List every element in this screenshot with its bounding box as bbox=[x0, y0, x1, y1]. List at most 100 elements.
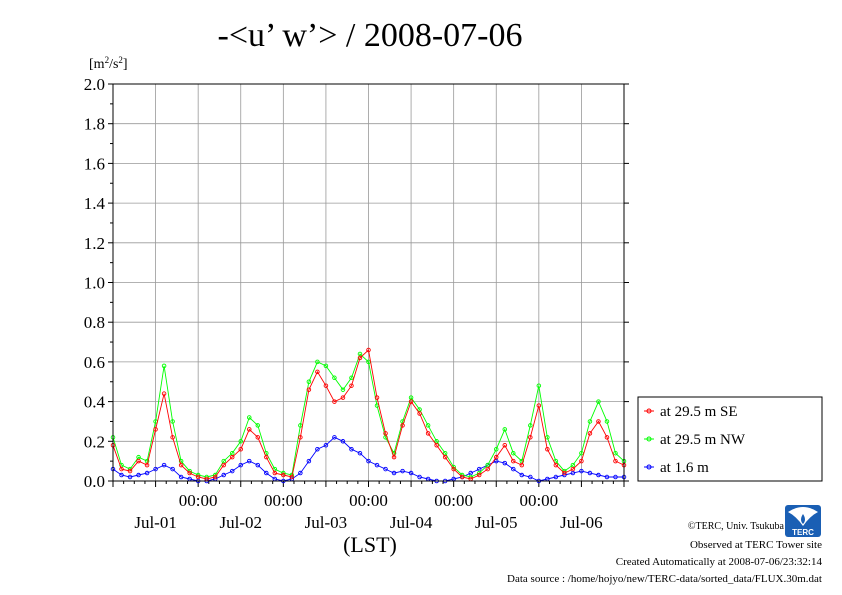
data-point bbox=[374, 395, 380, 400]
data-point bbox=[349, 383, 354, 388]
data-point bbox=[587, 431, 593, 436]
data-point bbox=[161, 363, 167, 369]
data-point bbox=[502, 460, 508, 466]
x-day-label: Jul-05 bbox=[475, 513, 518, 532]
data-point bbox=[536, 383, 542, 388]
data-point bbox=[281, 472, 286, 478]
data-point bbox=[340, 387, 346, 392]
data-point bbox=[357, 355, 363, 361]
data-point bbox=[417, 474, 422, 480]
data-point bbox=[332, 399, 337, 404]
data-point bbox=[229, 454, 235, 460]
data-point bbox=[536, 403, 542, 408]
data-point bbox=[587, 419, 593, 424]
y-tick-label: 0.6 bbox=[84, 353, 105, 372]
data-point bbox=[596, 419, 601, 424]
data-point bbox=[306, 387, 312, 392]
data-point bbox=[221, 472, 226, 478]
data-point bbox=[119, 466, 124, 472]
legend-label: at 29.5 m SE bbox=[660, 404, 738, 420]
data-point bbox=[272, 470, 278, 476]
data-point bbox=[528, 435, 533, 440]
logo-text: TERC bbox=[792, 528, 814, 537]
terc-logo: TERC bbox=[784, 504, 822, 538]
x-day-label: Jul-03 bbox=[305, 513, 348, 532]
data-point bbox=[238, 446, 243, 452]
data-point bbox=[357, 450, 363, 456]
series-group bbox=[110, 347, 627, 484]
data-point bbox=[400, 468, 405, 474]
data-point bbox=[178, 462, 184, 468]
data-point bbox=[349, 375, 354, 381]
data-point bbox=[494, 454, 499, 460]
data-point bbox=[332, 375, 337, 381]
data-point bbox=[247, 427, 252, 432]
data-point bbox=[298, 470, 303, 476]
data-point bbox=[366, 347, 371, 353]
y-tick-label: 1.0 bbox=[84, 274, 105, 293]
legend-marker bbox=[646, 436, 652, 442]
data-point bbox=[451, 466, 456, 472]
data-point bbox=[374, 462, 380, 468]
data-point bbox=[212, 474, 218, 480]
data-point bbox=[247, 415, 252, 420]
data-point bbox=[170, 435, 175, 440]
y-tick-label: 0.0 bbox=[84, 472, 105, 491]
data-point bbox=[221, 462, 226, 468]
data-point bbox=[323, 363, 329, 369]
data-point bbox=[144, 462, 150, 468]
data-point bbox=[613, 450, 618, 456]
data-point bbox=[195, 474, 201, 480]
x-time-label: 00:00 bbox=[264, 491, 303, 510]
plot-frame bbox=[112, 83, 625, 482]
data-point bbox=[264, 454, 269, 460]
data-point bbox=[153, 466, 158, 472]
footer-source: Data source : /home/hojyo/new/TERC-data/… bbox=[507, 573, 822, 585]
data-point bbox=[383, 466, 388, 472]
data-point bbox=[289, 474, 295, 480]
data-point bbox=[136, 458, 141, 464]
y-tick-label: 0.2 bbox=[84, 432, 105, 451]
data-point bbox=[323, 443, 329, 448]
data-point bbox=[238, 439, 243, 444]
legend-marker bbox=[646, 464, 652, 470]
series-line bbox=[112, 349, 625, 480]
footer-created: Created Automatically at 2008-07-06/23:3… bbox=[615, 556, 822, 568]
data-point bbox=[306, 458, 312, 464]
y-tick-label: 0.4 bbox=[84, 393, 106, 412]
y-unit-end: ] bbox=[123, 57, 128, 72]
legend: at 29.5 m SE at 29.5 m NW at 1.6 m bbox=[637, 396, 823, 482]
data-point bbox=[553, 462, 559, 468]
data-point bbox=[170, 466, 175, 472]
footer-observed: Observed at TERC Tower site bbox=[689, 539, 822, 551]
x-day-label: Jul-02 bbox=[220, 513, 263, 532]
data-point bbox=[511, 450, 516, 456]
legend-marker bbox=[646, 408, 652, 414]
y-unit-mid: /s bbox=[109, 57, 118, 72]
data-point bbox=[579, 458, 584, 464]
chart-title: -<u’ w’> / 2008-07-06 bbox=[218, 17, 523, 54]
data-point bbox=[545, 446, 550, 452]
y-axis: 0.0 0.2 0.4 0.6 0.8 1.0 1.2 1.4 1.6 1.8 2.0 bbox=[84, 75, 629, 491]
data-point bbox=[502, 427, 508, 432]
data-point bbox=[613, 458, 618, 464]
data-point bbox=[613, 474, 618, 480]
data-point bbox=[238, 462, 243, 468]
data-point bbox=[391, 454, 397, 460]
x-day-label: Jul-06 bbox=[560, 513, 603, 532]
data-point bbox=[442, 454, 448, 460]
data-point bbox=[229, 468, 235, 474]
data-point bbox=[596, 472, 601, 478]
y-tick-label: 1.6 bbox=[84, 154, 105, 173]
data-point bbox=[545, 435, 550, 440]
x-day-label: Jul-04 bbox=[390, 513, 433, 532]
data-point bbox=[408, 399, 414, 404]
data-point bbox=[604, 435, 610, 440]
data-point bbox=[528, 423, 533, 428]
data-point bbox=[570, 466, 576, 472]
data-point bbox=[494, 446, 499, 452]
data-point bbox=[127, 474, 133, 480]
data-point bbox=[425, 431, 431, 436]
